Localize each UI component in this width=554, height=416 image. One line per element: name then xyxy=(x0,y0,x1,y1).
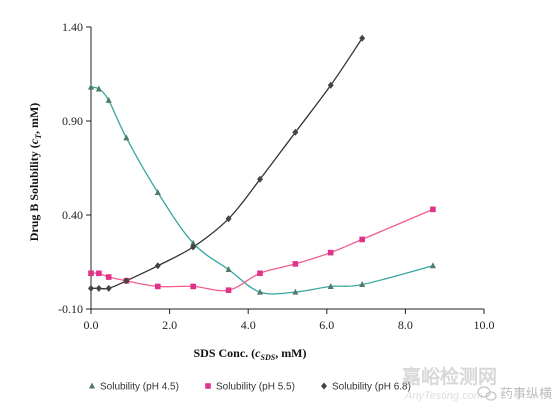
data-point-ph-5-5 xyxy=(292,261,299,267)
y-tick-label: -0.10 xyxy=(58,302,83,316)
legend-marker-ph-5-5 xyxy=(205,383,211,389)
data-point-ph-4-5 xyxy=(327,282,334,289)
data-point-ph-5-5 xyxy=(359,236,365,243)
wechat-icon xyxy=(477,386,497,401)
y-tick-label: 0.40 xyxy=(62,208,83,222)
legend-label-ph-4-5: Solubility (pH 4.5) xyxy=(100,382,179,393)
y-axis-title: Drug B Solubility (cT, mM) xyxy=(27,103,43,242)
data-point-ph-4-5 xyxy=(256,288,263,295)
data-point-ph-4-5 xyxy=(359,281,366,288)
data-point-ph-4-5 xyxy=(95,85,102,92)
y-tick-label: 1.40 xyxy=(62,20,83,34)
y-tick-label: 0.90 xyxy=(62,114,83,128)
legend-label-ph-5-5: Solubility (pH 5.5) xyxy=(216,382,295,393)
data-point-ph-5-5 xyxy=(88,270,94,277)
data-point-ph-6-8 xyxy=(359,34,366,42)
watermark: 嘉峪检测网 AnyTesting.com 药事纵横 xyxy=(401,365,552,402)
x-tick-label: 10.0 xyxy=(474,318,495,332)
axes xyxy=(86,26,485,314)
data-point-ph-4-5 xyxy=(429,262,436,269)
data-point-ph-5-5 xyxy=(225,287,232,293)
data-point-ph-5-5 xyxy=(327,249,334,256)
series-lines xyxy=(90,37,434,295)
x-tick-label: 8.0 xyxy=(398,318,413,332)
tick-labels: 0.0 2.0 4.0 6.0 8.0 10.0 -0.10 0.40 0.90 1.40 xyxy=(58,20,495,332)
legend-marker-ph-4-5 xyxy=(89,382,95,389)
data-point-ph-6-8 xyxy=(105,284,112,292)
data-point-ph-4-5 xyxy=(123,134,130,141)
x-tick-label: 6.0 xyxy=(319,318,334,332)
data-point-ph-4-5 xyxy=(154,188,161,195)
data-point-ph-6-8 xyxy=(327,81,334,89)
data-point-ph-4-5 xyxy=(190,239,197,246)
data-point-ph-4-5 xyxy=(105,96,112,103)
data-point-ph-5-5 xyxy=(105,274,112,280)
data-point-ph-6-8 xyxy=(88,284,94,292)
data-point-ph-4-5 xyxy=(292,288,299,295)
x-axis-title: SDS Conc. (cSDS, mM) xyxy=(193,346,306,362)
data-point-ph-5-5 xyxy=(430,206,436,213)
x-tick-label: 4.0 xyxy=(241,318,256,332)
data-point-ph-6-8 xyxy=(190,243,197,251)
watermark-account-name: 药事纵横 xyxy=(500,386,552,401)
watermark-site-name: 嘉峪检测网 xyxy=(401,365,497,388)
series-line-ph-6-8 xyxy=(90,37,363,290)
data-point-ph-4-5 xyxy=(88,83,94,90)
series-line-ph-4-5 xyxy=(90,86,434,295)
x-tick-label: 0.0 xyxy=(84,318,99,332)
x-tick-label: 2.0 xyxy=(162,318,177,332)
legend-marker-ph-6-8 xyxy=(321,382,327,390)
data-point-ph-5-5 xyxy=(190,283,196,290)
data-point-ph-6-8 xyxy=(225,215,232,223)
watermark-site-url: AnyTesting.com xyxy=(404,390,483,402)
data-point-ph-5-5 xyxy=(257,270,263,277)
series-line-ph-5-5 xyxy=(90,208,434,292)
data-point-ph-6-8 xyxy=(256,175,263,183)
data-point-ph-4-5 xyxy=(225,266,232,273)
data-point-ph-6-8 xyxy=(292,128,299,136)
series-markers xyxy=(88,34,436,295)
legend: Solubility (pH 4.5) Solubility (pH 5.5) So… xyxy=(89,382,411,393)
data-point-ph-6-8 xyxy=(123,277,130,285)
data-point-ph-5-5 xyxy=(155,283,161,290)
data-point-ph-6-8 xyxy=(154,262,161,270)
data-point-ph-6-8 xyxy=(95,284,102,292)
data-point-ph-5-5 xyxy=(96,270,102,277)
legend-label-ph-6-8: Solubility (pH 6.8) xyxy=(332,382,411,393)
